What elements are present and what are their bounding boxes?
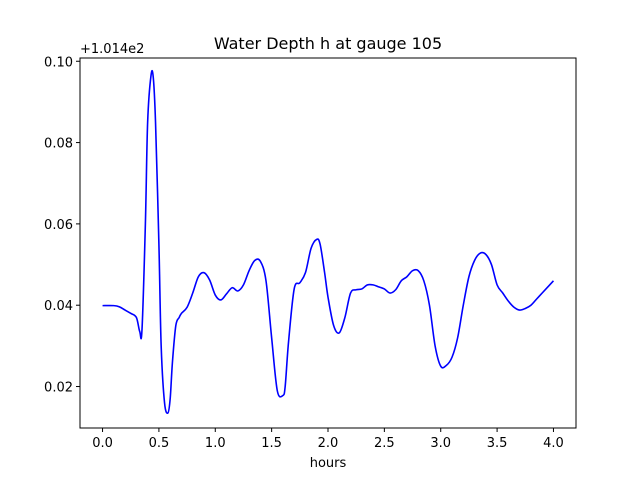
- x-tick-label: 2.5: [374, 436, 395, 451]
- y-offset-label: +1.014e2: [80, 42, 144, 57]
- y-tick-label: 0.04: [44, 299, 73, 314]
- plot-frame: [79, 57, 577, 429]
- x-tick-label: 1.5: [261, 436, 282, 451]
- y-tick-label: 0.06: [44, 218, 73, 233]
- series-line: [102, 69, 555, 415]
- y-tick-label: 0.08: [44, 137, 73, 152]
- x-tick-label: 3.0: [430, 436, 451, 451]
- x-tick-label: 4.0: [543, 436, 564, 451]
- x-axis: 0.0 0.5 1.0 1.5 2.0 2.5 3.0 3.5 4.0: [92, 428, 564, 451]
- x-tick-label: 1.0: [205, 436, 226, 451]
- y-tick-label: 0.02: [44, 381, 73, 396]
- x-tick-label: 0.0: [92, 436, 113, 451]
- chart-title: Water Depth h at gauge 105: [214, 34, 442, 53]
- y-tick-label: 0.10: [44, 55, 73, 70]
- x-tick-label: 3.5: [487, 436, 508, 451]
- x-axis-label: hours: [310, 456, 347, 471]
- y-axis: 0.02 0.04 0.06 0.08 0.10: [44, 55, 80, 396]
- x-tick-label: 2.0: [318, 436, 339, 451]
- series-layer: [102, 69, 555, 415]
- plot-area: [80, 58, 576, 428]
- x-tick-label: 0.5: [149, 436, 170, 451]
